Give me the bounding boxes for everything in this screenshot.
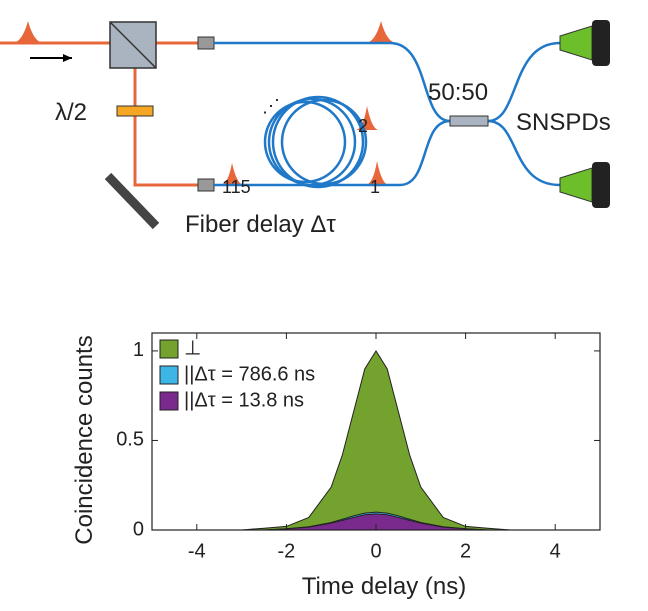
legend-label: ||Δτ = 13.8 ns bbox=[184, 389, 304, 411]
x-tick-label: 2 bbox=[460, 540, 471, 562]
laser-beam bbox=[0, 41, 205, 187]
x-tick-label: -4 bbox=[188, 540, 206, 562]
legend-label: ⊥ bbox=[184, 337, 201, 359]
pulse-label: 1 bbox=[370, 177, 380, 197]
detector bbox=[592, 162, 610, 208]
x-axis-label: Time delay (ns) bbox=[302, 573, 466, 600]
x-tick-label: -2 bbox=[278, 540, 296, 562]
y-tick-label: 1 bbox=[133, 339, 144, 361]
y-axis-label: Coincidence counts bbox=[71, 335, 98, 544]
y-tick-label: 0.5 bbox=[116, 429, 144, 451]
mirror bbox=[104, 172, 160, 230]
pulse-label: 115 bbox=[222, 177, 251, 197]
fiber bbox=[214, 41, 561, 189]
arrow-head bbox=[63, 54, 72, 62]
area bbox=[152, 349, 600, 531]
pulse-label: 2 bbox=[358, 116, 368, 136]
coupler-label: 50:50 bbox=[428, 79, 488, 106]
legend-swatch bbox=[159, 365, 179, 385]
delay-label: Fiber delay Δτ bbox=[185, 211, 336, 238]
detector-label: SNSPDs bbox=[516, 109, 611, 136]
coil-dots: ⋰ bbox=[262, 96, 280, 116]
bs-diagonal bbox=[109, 21, 157, 69]
legend-swatch bbox=[159, 339, 179, 359]
x-tick-label: 4 bbox=[550, 540, 561, 562]
fiber-connector bbox=[197, 36, 215, 192]
waveplate-label: λ/2 bbox=[55, 99, 87, 126]
legend-swatch bbox=[159, 391, 179, 411]
y-tick-label: 0 bbox=[133, 518, 144, 540]
waveplate bbox=[116, 105, 154, 117]
x-tick-label: 0 bbox=[370, 540, 381, 562]
coupler bbox=[449, 115, 489, 127]
detector bbox=[592, 20, 610, 66]
legend-label: ||Δτ = 786.6 ns bbox=[184, 363, 315, 385]
setup-diagram: ⋰ λ/2 50:50 SNSPDs Fiber delay Δτ 115 2 … bbox=[0, 20, 611, 238]
